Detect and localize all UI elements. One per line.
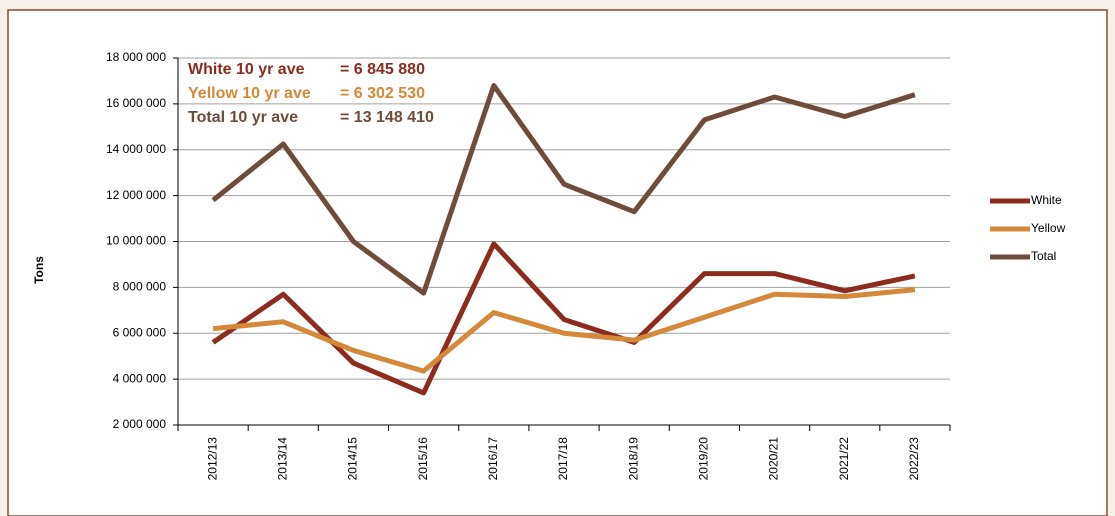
x-tick-label: 2013/14 <box>275 437 289 481</box>
x-tick-label: 2015/16 <box>416 437 430 481</box>
y-tick-label: 18 000 000 <box>106 50 166 64</box>
annotation-label: Yellow 10 yr ave <box>188 85 311 102</box>
y-tick-label: 16 000 000 <box>106 96 166 110</box>
y-axis-label: Tons <box>32 256 46 284</box>
legend-label: Total <box>1031 249 1056 263</box>
legend-label: White <box>1031 193 1062 207</box>
frame <box>7 9 1108 516</box>
series-line <box>211 83 916 296</box>
x-tick-label: 2017/18 <box>556 437 570 481</box>
x-tick-label: 2019/20 <box>697 437 711 481</box>
y-tick-label: 12 000 000 <box>106 188 166 202</box>
x-tick-label: 2018/19 <box>626 437 640 481</box>
y-tick-label: 8 000 000 <box>113 280 167 294</box>
y-tick-label: 2 000 000 <box>113 417 167 431</box>
annotation-value: = 13 148 410 <box>340 109 434 126</box>
series-line <box>212 287 916 374</box>
annotation-value: = 6 845 880 <box>340 61 425 78</box>
x-tick-label: 2022/23 <box>907 437 921 481</box>
y-tick-label: 14 000 000 <box>106 142 166 156</box>
legend-label: Yellow <box>1031 221 1066 235</box>
x-tick-label: 2012/13 <box>205 437 219 481</box>
x-tick-label: 2020/21 <box>767 437 781 481</box>
y-tick-label: 6 000 000 <box>113 325 167 339</box>
annotation-label: White 10 yr ave <box>188 61 305 78</box>
annotation-label: Total 10 yr ave <box>188 109 298 126</box>
y-tick-label: 4 000 000 <box>113 371 167 385</box>
annotation-value: = 6 302 530 <box>340 85 425 102</box>
x-tick-label: 2014/15 <box>346 437 360 481</box>
x-tick-label: 2016/17 <box>486 437 500 481</box>
x-tick-label: 2021/22 <box>837 437 851 481</box>
y-tick-label: 10 000 000 <box>106 234 166 248</box>
